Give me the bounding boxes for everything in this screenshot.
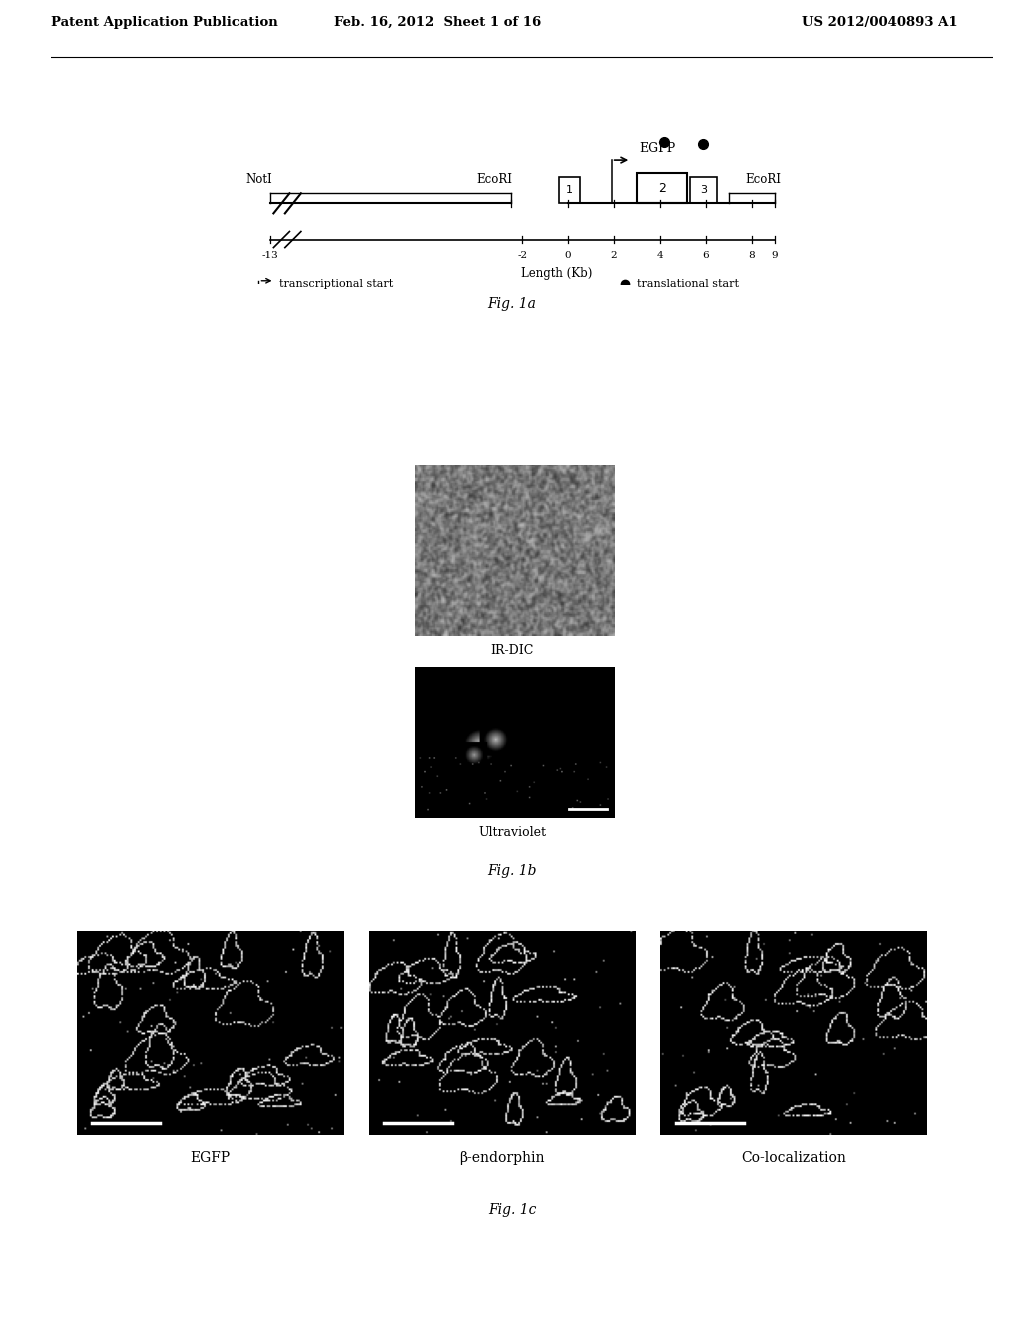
Text: 1: 1: [566, 185, 572, 195]
Text: Fig. 1a: Fig. 1a: [487, 297, 537, 310]
Text: translational start: translational start: [637, 279, 739, 289]
Text: -2: -2: [517, 251, 527, 260]
Text: 8: 8: [749, 251, 755, 260]
Text: EGFP: EGFP: [639, 143, 676, 154]
Text: 2: 2: [658, 182, 666, 195]
Text: EcoRI: EcoRI: [477, 173, 513, 186]
Text: β-endorphin: β-endorphin: [459, 1151, 545, 1164]
Text: EcoRI: EcoRI: [745, 173, 781, 186]
Text: Feb. 16, 2012  Sheet 1 of 16: Feb. 16, 2012 Sheet 1 of 16: [334, 16, 541, 29]
Bar: [559, 177, 580, 203]
Text: 6: 6: [702, 251, 709, 260]
Text: NotI: NotI: [245, 173, 271, 186]
Text: Ultraviolet: Ultraviolet: [478, 826, 546, 840]
Text: 2: 2: [610, 251, 617, 260]
Text: Fig. 1b: Fig. 1b: [487, 863, 537, 878]
Text: Patent Application Publication: Patent Application Publication: [51, 16, 278, 29]
Text: -13: -13: [261, 251, 279, 260]
Text: Length (Kb): Length (Kb): [521, 267, 592, 280]
Text: 9: 9: [771, 251, 778, 260]
Text: US 2012/0040893 A1: US 2012/0040893 A1: [803, 16, 958, 29]
Text: Co-localization: Co-localization: [741, 1151, 846, 1164]
Text: Fig. 1c: Fig. 1c: [487, 1204, 537, 1217]
Bar: [637, 173, 687, 203]
Text: EGFP: EGFP: [189, 1151, 230, 1164]
Text: IR-DIC: IR-DIC: [490, 644, 534, 657]
Text: 4: 4: [656, 251, 664, 260]
Text: transcriptional start: transcriptional start: [280, 279, 393, 289]
Text: 3: 3: [700, 185, 707, 195]
Text: 0: 0: [565, 251, 571, 260]
Bar: [690, 177, 717, 203]
